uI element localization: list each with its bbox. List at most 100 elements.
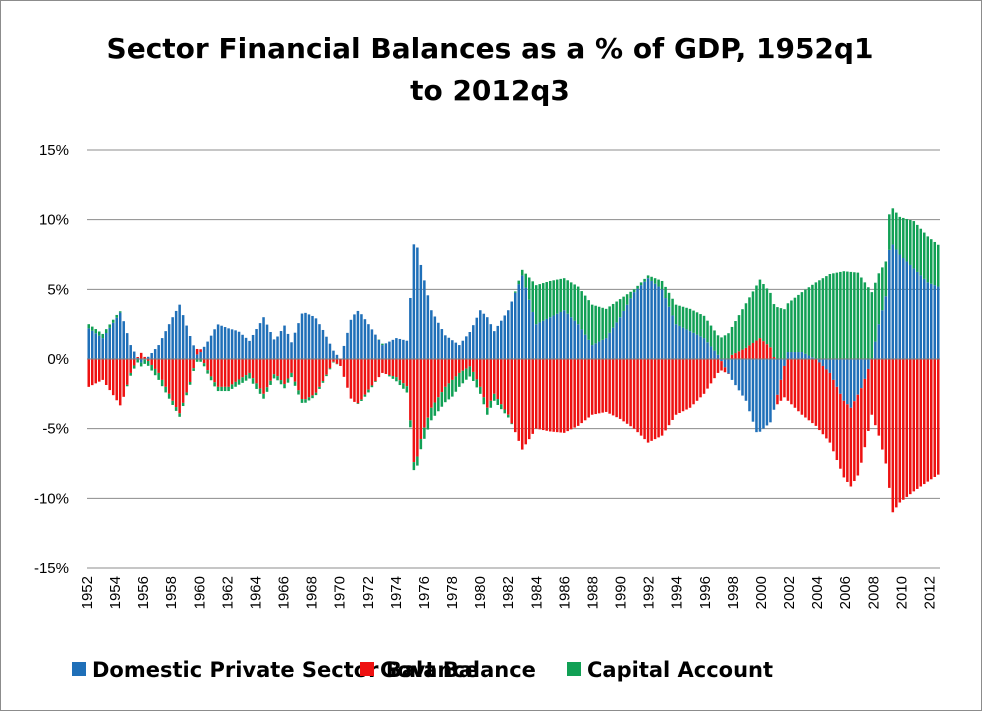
- bar-segment: [87, 328, 91, 359]
- bar-segment: [762, 341, 765, 359]
- bar-segment: [251, 378, 255, 384]
- bar-segment: [590, 304, 594, 346]
- bar-segment: [811, 357, 814, 359]
- bar-segment: [206, 370, 209, 374]
- bar-segment: [566, 359, 569, 432]
- bar-segment: [517, 280, 521, 285]
- bar-segment: [454, 359, 458, 377]
- bar-segment: [618, 299, 622, 318]
- chart-title-line-2: to 2012q3: [410, 74, 570, 107]
- bar-segment: [297, 323, 300, 359]
- bar-segment: [503, 315, 507, 359]
- bar-segment: [524, 273, 527, 288]
- bar-segment: [90, 326, 94, 331]
- bar-segment: [779, 308, 783, 359]
- bar-segment: [877, 324, 881, 359]
- bar-segment: [695, 312, 699, 335]
- bar-segment: [821, 365, 825, 435]
- bar-segment: [489, 400, 493, 408]
- bar-segment: [559, 359, 562, 433]
- bar-segment: [143, 359, 146, 364]
- bar-segment: [597, 359, 601, 414]
- bar-segment: [475, 359, 479, 380]
- bar-segment: [797, 359, 800, 412]
- bar-segment: [860, 277, 863, 359]
- bar-segment: [433, 402, 437, 416]
- x-tick-label: 2010: [893, 576, 910, 609]
- bar-segment: [479, 386, 482, 394]
- bar-segment: [192, 359, 195, 369]
- bar-segment: [374, 359, 377, 382]
- bar-segment: [153, 359, 157, 369]
- bar-segment: [304, 312, 307, 359]
- x-tick-label: 1998: [725, 576, 742, 609]
- bar-segment: [671, 315, 674, 359]
- bar-segment: [199, 349, 202, 353]
- bar-segment: [199, 352, 202, 359]
- bar-segment: [272, 374, 276, 379]
- bar-segment: [695, 359, 699, 401]
- bar-segment: [391, 339, 395, 359]
- bar-segment: [419, 439, 423, 450]
- bar-segment: [594, 305, 597, 344]
- bar-segment: [902, 257, 905, 359]
- bar-segment: [139, 359, 143, 363]
- bar-segment: [328, 359, 332, 369]
- bar-segment: [786, 352, 790, 359]
- x-tick-label: 1970: [332, 576, 349, 609]
- bar-segment: [898, 254, 902, 359]
- bar-segment: [583, 334, 587, 359]
- bar-segment: [192, 345, 195, 359]
- bar-segment: [234, 359, 237, 382]
- bar-segment: [818, 362, 821, 431]
- bar-segment: [332, 350, 335, 359]
- bar-segment: [751, 342, 755, 359]
- bar-segment: [552, 359, 555, 432]
- bar-segment: [818, 280, 821, 359]
- bar-segment: [622, 296, 625, 311]
- bar-segment: [737, 315, 741, 352]
- bar-segment: [909, 359, 912, 495]
- bar-segment: [660, 280, 664, 290]
- bar-segment: [545, 282, 548, 319]
- bar-segment: [891, 359, 895, 513]
- bar-segment: [265, 387, 269, 392]
- bar-segment: [520, 359, 524, 450]
- bar-segment: [167, 324, 171, 359]
- bar-segment: [223, 386, 227, 392]
- bar-segment: [912, 359, 916, 492]
- bar-segment: [608, 332, 611, 360]
- bar-segment: [888, 214, 891, 250]
- bar-segment: [755, 340, 758, 359]
- bar-segment: [916, 271, 919, 359]
- bar-segment: [629, 359, 632, 427]
- bar-segment: [353, 359, 356, 402]
- bar-segment: [241, 359, 244, 378]
- bar-segment: [241, 334, 244, 359]
- bar-segment: [513, 359, 517, 433]
- x-axis-tick-labels: 1952 1954 1956 1958 1960 1962 1964 1966 1968 1970…: [79, 576, 938, 609]
- x-tick-label: 2000: [753, 576, 770, 609]
- bar-segment: [370, 329, 374, 359]
- bar-segment: [898, 216, 902, 255]
- bar-segment: [325, 374, 328, 377]
- bar-segment: [237, 379, 241, 385]
- bar-segment: [419, 264, 423, 359]
- bar-segment: [832, 379, 835, 452]
- bar-segment: [220, 386, 223, 392]
- bar-segment: [895, 249, 898, 359]
- bar-segment: [769, 359, 772, 423]
- bar-segment: [139, 352, 143, 359]
- bar-segment: [447, 337, 451, 359]
- bar-segment: [667, 359, 671, 426]
- bar-segment: [587, 339, 590, 359]
- bar-segment: [601, 359, 604, 413]
- bar-segment: [853, 401, 856, 482]
- bar-segment: [489, 359, 493, 401]
- bar-segment: [919, 359, 923, 487]
- bar-segment: [409, 420, 412, 428]
- bar-segment: [402, 359, 405, 384]
- bar-segment: [800, 359, 804, 415]
- bar-segment: [349, 319, 353, 359]
